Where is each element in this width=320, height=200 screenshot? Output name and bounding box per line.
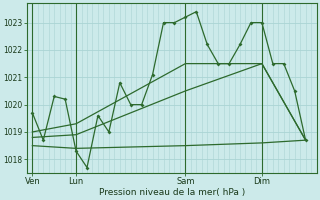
X-axis label: Pression niveau de la mer( hPa ): Pression niveau de la mer( hPa ) [99,188,245,197]
